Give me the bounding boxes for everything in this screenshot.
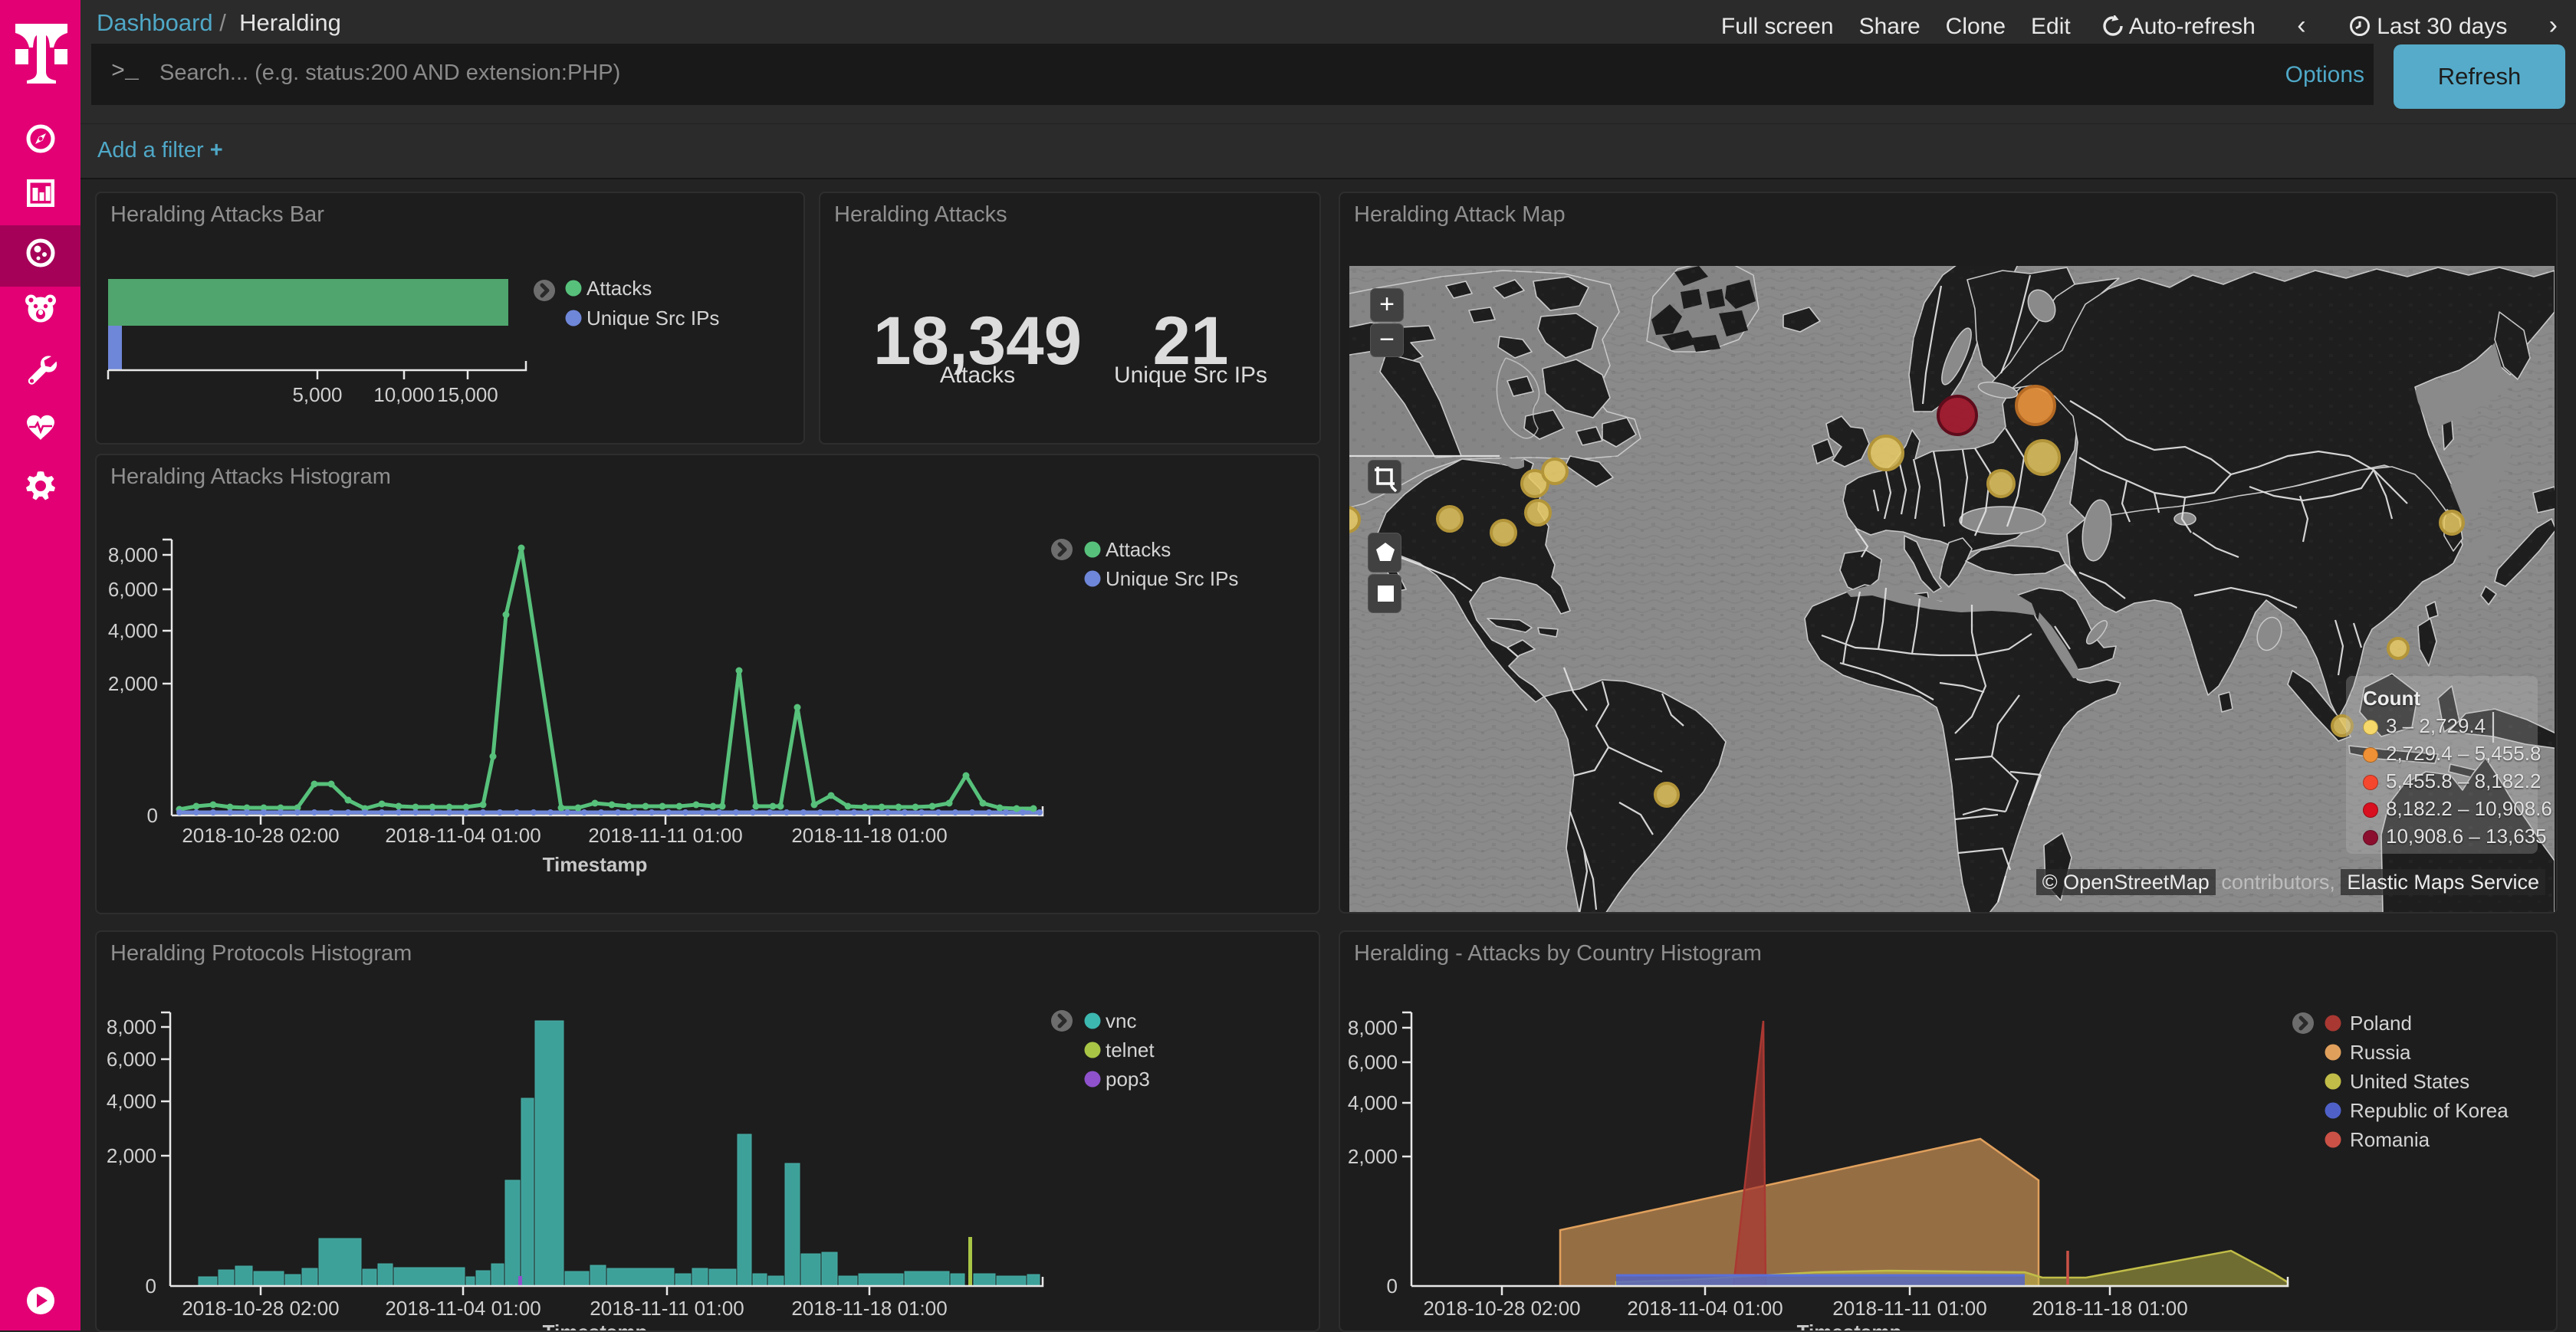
svg-text:8,000: 8,000 (107, 1015, 156, 1038)
svg-text:4,000: 4,000 (108, 619, 158, 642)
svg-text:Timestamp: Timestamp (1797, 1321, 1902, 1330)
svg-text:2018-11-04 01:00: 2018-11-04 01:00 (1627, 1297, 1783, 1320)
svg-text:5,000: 5,000 (292, 383, 342, 406)
svg-text:2018-10-28 02:00: 2018-10-28 02:00 (1423, 1297, 1580, 1320)
svg-text:6,000: 6,000 (1348, 1051, 1398, 1074)
svg-text:2018-11-04 01:00: 2018-11-04 01:00 (385, 1297, 540, 1320)
svg-text:6,000: 6,000 (108, 578, 158, 601)
svg-text:4,000: 4,000 (1348, 1091, 1398, 1114)
svg-text:2,000: 2,000 (107, 1144, 156, 1167)
svg-text:Attacks: Attacks (1106, 538, 1171, 561)
svg-text:Russia: Russia (2350, 1041, 2411, 1064)
svg-text:Unique Src IPs: Unique Src IPs (586, 307, 719, 330)
svg-text:pop3: pop3 (1106, 1068, 1150, 1091)
svg-text:10,000: 10,000 (373, 383, 435, 406)
svg-text:2018-11-18 01:00: 2018-11-18 01:00 (791, 1297, 947, 1320)
svg-text:2018-10-28 02:00: 2018-10-28 02:00 (182, 1297, 339, 1320)
svg-text:2018-11-04 01:00: 2018-11-04 01:00 (385, 824, 540, 847)
svg-text:Timestamp: Timestamp (543, 853, 648, 876)
svg-text:2,000: 2,000 (108, 672, 158, 695)
svg-text:2018-10-28 02:00: 2018-10-28 02:00 (182, 824, 339, 847)
svg-text:2018-11-11 01:00: 2018-11-11 01:00 (590, 1297, 744, 1320)
svg-text:2018-11-11 01:00: 2018-11-11 01:00 (1832, 1297, 1986, 1320)
svg-text:2018-11-11 01:00: 2018-11-11 01:00 (588, 824, 742, 847)
svg-text:15,000: 15,000 (437, 383, 498, 406)
svg-text:2018-11-18 01:00: 2018-11-18 01:00 (791, 824, 947, 847)
svg-text:6,000: 6,000 (107, 1048, 156, 1071)
svg-text:0: 0 (146, 1275, 156, 1298)
svg-text:0: 0 (147, 804, 158, 827)
svg-text:Attacks: Attacks (586, 277, 652, 300)
svg-text:telnet: telnet (1106, 1038, 1155, 1061)
svg-text:Republic of Korea: Republic of Korea (2350, 1099, 2509, 1122)
svg-text:4,000: 4,000 (107, 1090, 156, 1113)
svg-text:Poland: Poland (2350, 1012, 2412, 1035)
svg-text:Romania: Romania (2350, 1128, 2430, 1151)
svg-text:8,000: 8,000 (1348, 1016, 1398, 1039)
svg-text:Unique Src IPs: Unique Src IPs (1106, 567, 1238, 590)
svg-text:Timestamp: Timestamp (543, 1321, 648, 1330)
svg-text:United States: United States (2350, 1070, 2469, 1093)
svg-text:2,000: 2,000 (1348, 1145, 1398, 1168)
svg-text:vnc: vnc (1106, 1009, 1136, 1032)
svg-text:8,000: 8,000 (108, 543, 158, 566)
svg-text:0: 0 (1387, 1275, 1398, 1298)
svg-text:2018-11-18 01:00: 2018-11-18 01:00 (2032, 1297, 2187, 1320)
